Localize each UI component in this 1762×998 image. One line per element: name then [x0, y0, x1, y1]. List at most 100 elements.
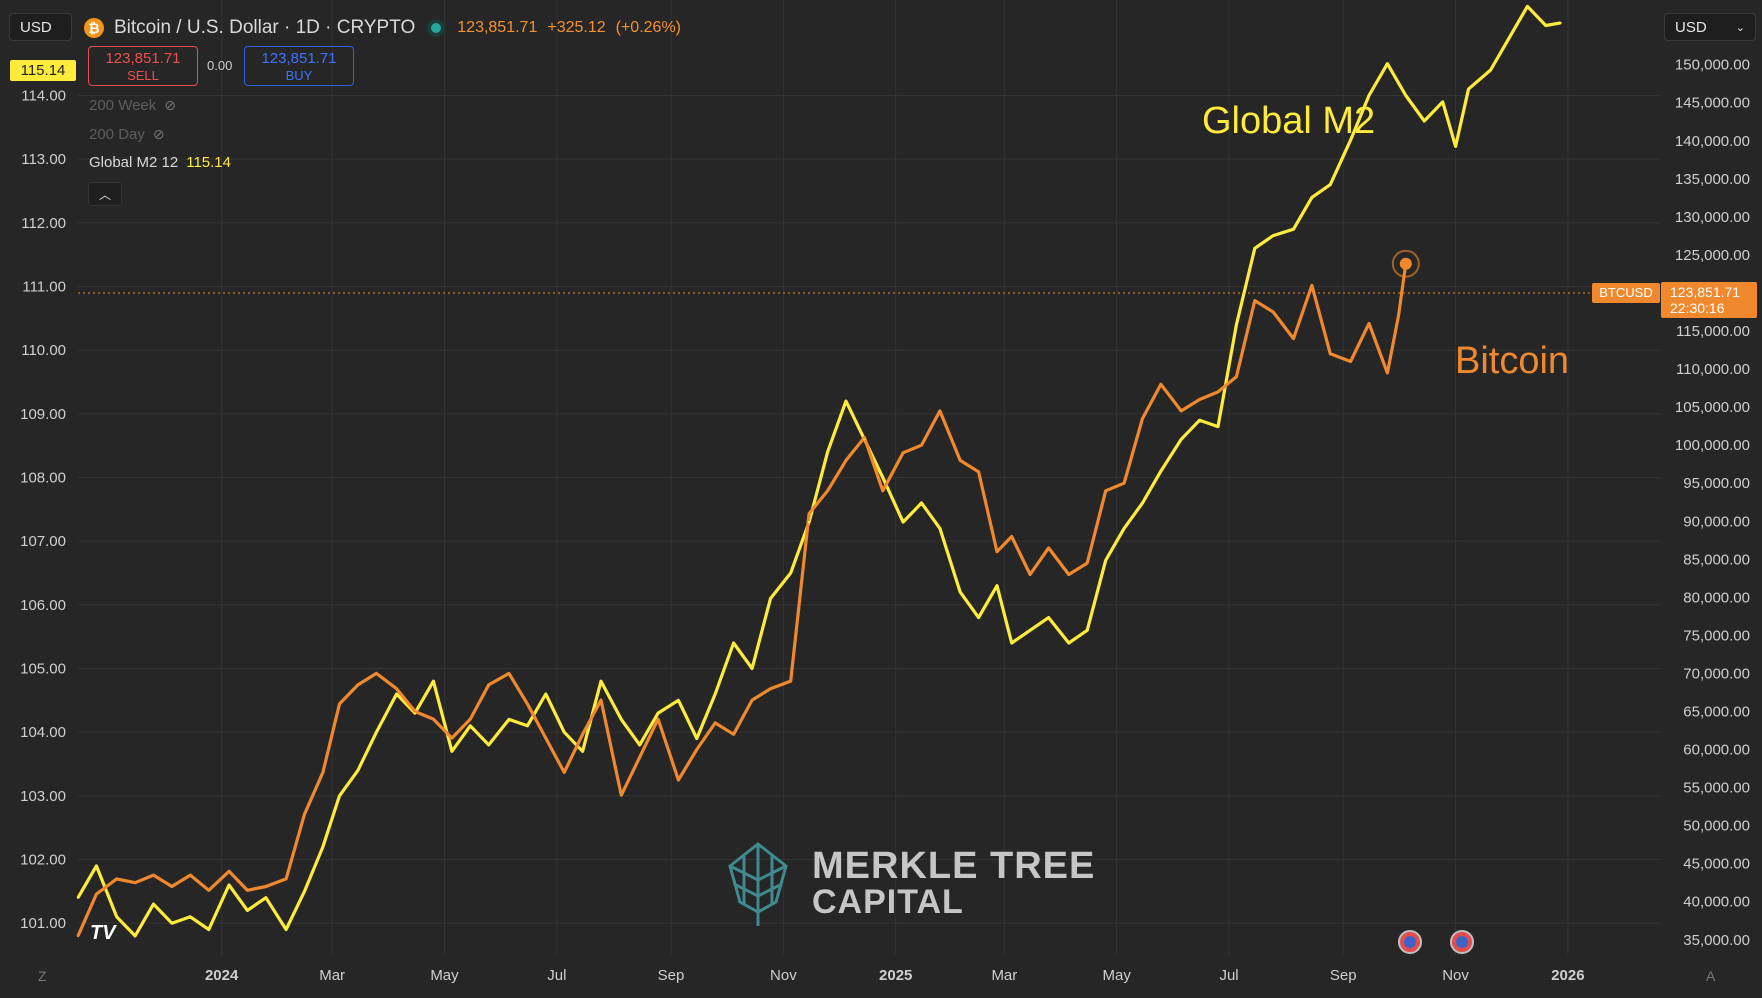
eye-hidden-icon[interactable]: ⊘ [164, 97, 176, 113]
bitcoin-point [115, 877, 118, 881]
global-m2-point [920, 501, 923, 505]
legend-item-200-day[interactable]: 200 Day ⊘ [89, 126, 165, 143]
symbol-title[interactable]: Bitcoin / U.S. Dollar · 1D · CRYPTO [114, 17, 416, 38]
global-m2-point [264, 896, 268, 899]
currency-left-label: USD [20, 18, 52, 36]
bitcoin-point [395, 687, 398, 690]
right-tick-label: 90,000.00 [1683, 513, 1750, 530]
bitcoin-point [246, 889, 249, 892]
legend-item-200-week[interactable]: 200 Week ⊘ [89, 97, 176, 114]
right-tick-label: 45,000.00 [1683, 856, 1750, 873]
sell-price: 123,851.71 [105, 50, 181, 67]
timezone-button[interactable]: Z [38, 968, 47, 984]
right-tick-label: 95,000.00 [1683, 475, 1750, 492]
sell-button[interactable]: 123,851.71 SELL [88, 46, 198, 86]
right-tick-label: 65,000.00 [1683, 703, 1750, 720]
legend-label: Global M2 12 [89, 154, 179, 171]
right-tick-label: 140,000.00 [1675, 133, 1750, 150]
global-m2-point [303, 890, 306, 893]
bitcoin-point [526, 702, 529, 706]
time-axis[interactable]: 2024 Mar May Jul Sep Nov 2025 Mar May Jul Sep Nov 20… [205, 967, 1585, 984]
bitcoin-point [76, 934, 80, 938]
global-m2-point [1010, 641, 1013, 645]
global-m2-point [863, 438, 866, 441]
global-m2-point [1349, 138, 1352, 142]
last-price-marker [1399, 257, 1412, 270]
watermark-line-1: MERKLE TREE [812, 845, 1096, 887]
bitcoin-point [977, 470, 980, 473]
last-price-marker-ring [1391, 249, 1420, 278]
global-m2-point [246, 909, 249, 912]
legend-label: 200 Week [89, 97, 157, 114]
currency-selector-right[interactable]: USD ⌄ [1664, 13, 1756, 41]
currency-right-label: USD [1675, 18, 1707, 36]
right-price-axis[interactable]: 35,000.00 40,000.00 45,000.00 50,000.00 55,0… [1675, 19, 1750, 949]
right-tick-label: 75,000.00 [1683, 627, 1750, 644]
bitcoin-point [769, 687, 772, 690]
us-flag-event-icon[interactable] [1450, 930, 1474, 954]
bitcoin-point [995, 550, 999, 553]
global-m2-point [1441, 100, 1444, 104]
global-m2-point [620, 718, 623, 721]
left-tick-label: 101.00 [20, 915, 66, 932]
btc-price-tag-time: 22:30:16 [1670, 300, 1725, 316]
global-m2-point [1386, 62, 1389, 65]
auto-scale-button[interactable]: A [1706, 968, 1716, 984]
annotation-global-m2: Global M2 [1202, 100, 1376, 142]
right-tick-label: 135,000.00 [1675, 171, 1750, 188]
x-tick-label: Sep [658, 967, 685, 984]
tradingview-logo-icon[interactable]: TV [90, 922, 116, 944]
spread-value: 0.00 [207, 58, 233, 73]
right-tick-label: 55,000.00 [1683, 780, 1750, 797]
global-m2-point [1159, 469, 1163, 473]
global-m2-point [1216, 425, 1220, 428]
global-m2-point [1180, 438, 1183, 441]
global-m2-point [695, 737, 698, 740]
bitcoin-point [1235, 375, 1238, 378]
left-price-axis[interactable]: 101.00 102.00 103.00 104.00 105.00 106.00 107.… [20, 88, 66, 933]
global-m2-point [677, 699, 680, 702]
global-m2-point [581, 750, 584, 753]
global-m2-point [1253, 247, 1257, 250]
global-m2-point [938, 527, 942, 530]
global-m2-point [1559, 21, 1562, 25]
bitcoin-point [207, 889, 210, 892]
price-change-pct: (+0.26%) [615, 19, 681, 36]
right-tick-label: 105,000.00 [1675, 399, 1750, 416]
left-tick-label: 113.00 [21, 151, 66, 168]
symbol-header[interactable]: ₿ Bitcoin / U.S. Dollar · 1D · CRYPTO 12… [84, 14, 681, 42]
global-m2-point [789, 571, 792, 575]
right-tick-label: 60,000.00 [1683, 742, 1750, 759]
m2-price-tag: 115.14 [10, 60, 76, 81]
legend-item-global-m2[interactable]: Global M2 12 115.14 [89, 154, 231, 171]
bitcoin-point [487, 683, 490, 687]
global-m2-point [76, 896, 80, 899]
x-tick-label: Nov [770, 967, 797, 984]
bitcoin-point [844, 459, 848, 462]
bitcoin-point [1310, 284, 1314, 287]
bitcoin-point [264, 885, 268, 888]
global-m2-point [599, 680, 603, 683]
global-m2-point [1489, 68, 1492, 72]
currency-selector-left[interactable]: USD [9, 13, 72, 41]
eye-hidden-icon[interactable]: ⊘ [152, 126, 165, 142]
legend-value: 115.14 [186, 154, 231, 171]
chevron-down-icon: ⌄ [1735, 21, 1745, 34]
bitcoin-point [544, 736, 547, 740]
bitcoin-point [189, 873, 192, 877]
us-flag-event-icon[interactable] [1398, 930, 1422, 954]
bitcoin-point [1086, 561, 1089, 565]
bitcoin-point [321, 771, 325, 774]
global-m2-point [338, 794, 341, 797]
global-m2-point [544, 692, 547, 696]
global-m2-point [227, 883, 231, 887]
bitcoin-point [599, 698, 603, 702]
buy-button[interactable]: 123,851.71 BUY [244, 46, 354, 86]
collapse-legend-button[interactable]: ︿ [88, 182, 122, 206]
legend-label: 200 Day [89, 126, 145, 143]
bitcoin-point [338, 702, 341, 706]
bitcoin-point [450, 736, 454, 740]
global-m2-point [375, 731, 378, 734]
buy-label: BUY [285, 68, 313, 83]
